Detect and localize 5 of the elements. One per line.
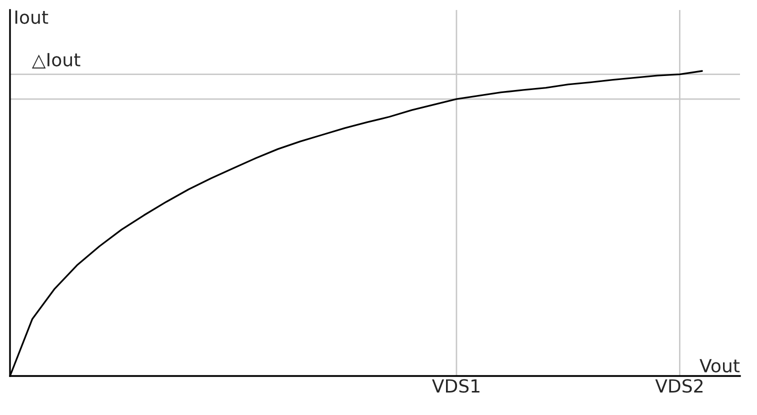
- x-tick-label: VDS1: [432, 379, 480, 393]
- x-tick-label: VDS2: [655, 379, 703, 393]
- y-axis-title: Iout: [15, 10, 48, 24]
- text: △Iout: [32, 53, 80, 68]
- x-axis-title: Vout: [700, 359, 740, 372]
